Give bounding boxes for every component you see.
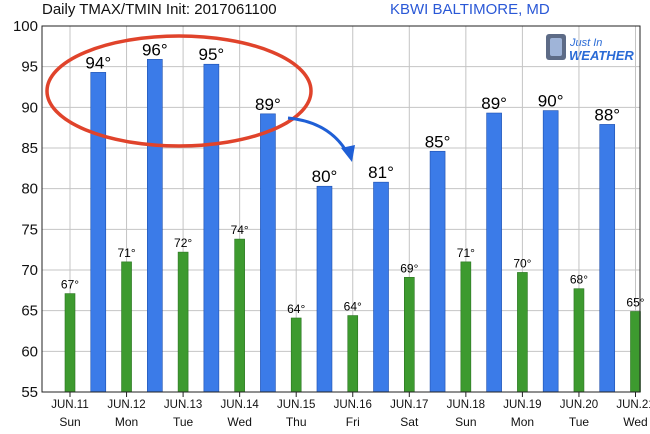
tmin-bar [347,315,359,393]
annotations [45,34,355,162]
y-tick-label: 55 [21,384,38,401]
y-tick-label: 100 [13,18,38,35]
tmax-bar [429,150,446,393]
bars [64,59,641,393]
tmin-bar [121,261,132,393]
tmax-label: 88° [594,105,620,124]
y-tick-label: 80 [21,181,38,198]
tmin-bar [460,261,472,393]
tmax-label: 94° [85,53,111,72]
tmin-label: 69° [400,261,418,275]
highlight-ellipse [45,34,313,148]
tmin-bar [630,311,641,393]
tmax-bar [599,124,616,393]
y-tick-label: 65 [21,303,38,320]
tmax-bar [260,113,276,393]
y-tick-label: 75 [21,221,38,238]
tmin-label: 71° [457,246,475,260]
tmax-bar [203,63,220,393]
tmin-label: 65° [626,295,644,309]
tmin-bar [517,272,528,393]
tmax-bar [316,185,333,393]
tmax-bar [542,110,559,393]
x-tick-label: JUN.18 [447,399,485,411]
x-day-label: Sat [400,415,419,429]
logo-line-1: Just In [569,37,602,49]
tmin-bar [234,238,245,393]
tmax-bar [90,72,107,393]
x-tick-label: JUN.19 [503,399,541,411]
tmax-label: 80° [312,167,338,186]
tmax-label: 95° [199,45,225,64]
chart-title: Daily TMAX/TMIN Init: 2017061100 [42,1,277,18]
trend-arrow [287,116,350,155]
x-tick-label: JUN.11 [51,399,89,411]
tmin-label: 64° [287,302,305,316]
x-tick-label: JUN.14 [220,399,259,411]
x-day-label: Fri [346,415,360,429]
y-tick-label: 70 [21,262,38,279]
x-day-label: Sun [59,415,80,429]
y-tick-label: 60 [21,343,38,360]
y-tick-label: 90 [21,99,38,116]
tmin-label: 68° [570,273,588,287]
x-day-label: Wed [623,415,647,429]
tmin-label: 70° [513,256,531,270]
tmin-label: 71° [117,246,135,260]
y-tick-label: 85 [21,140,38,157]
tmin-bar [290,317,302,393]
tmin-label: 74° [231,223,249,237]
tmin-label: 67° [61,278,79,292]
tmax-label: 85° [425,132,451,151]
tmin-bar [573,288,585,393]
tmin-label: 64° [344,300,362,314]
tmin-bar [177,251,189,393]
tmin-bar [403,277,415,393]
tmax-bar [486,112,502,393]
y-axis-ticks: 55 60 65 70 75 80 85 90 95 100 [13,18,38,401]
tmax-label: 90° [538,92,564,111]
tmax-label: 81° [368,163,394,182]
station-label: KBWI BALTIMORE, MD [390,1,550,18]
x-day-label: Tue [569,415,590,429]
tmin-label: 72° [174,236,192,250]
tmax-label: 89° [255,95,281,114]
y-tick-label: 95 [21,59,38,76]
tmin-bar [64,293,76,393]
site-logo: Just In WEATHER [546,34,634,63]
x-day-label: Mon [511,415,534,429]
x-day-label: Thu [286,415,307,429]
x-tick-label: JUN.15 [277,399,315,411]
x-tick-label: JUN.12 [107,399,145,411]
logo-line-2: WEATHER [569,48,634,63]
tmax-bar [147,59,163,393]
tmax-label: 89° [481,94,507,113]
x-tick-label: JUN.20 [560,399,598,411]
x-tick-label: JUN.17 [390,399,428,411]
bar-labels: 94° 96° 95° 89° 80° 81° 85° 89° 90° 88° 67° 71° 72° 7… [61,40,645,316]
x-day-label: Sun [455,415,476,429]
tmax-label: 96° [142,40,168,59]
x-day-label: Wed [227,415,251,429]
x-day-label: Tue [173,415,194,429]
logo-mark-inner [550,38,562,56]
x-tick-label: JUN.16 [334,399,372,411]
x-axis-ticks: JUN.11 Sun JUN.12 Mon JUN.13 Tue JUN.14 Wed JUN.… [51,392,650,429]
x-tick-label: JUN.21 [616,399,650,411]
x-tick-label: JUN.13 [164,399,202,411]
tmax-bar [373,181,389,393]
x-day-label: Mon [115,415,138,429]
trend-arrowhead [341,145,355,162]
plot-frame [41,25,641,393]
